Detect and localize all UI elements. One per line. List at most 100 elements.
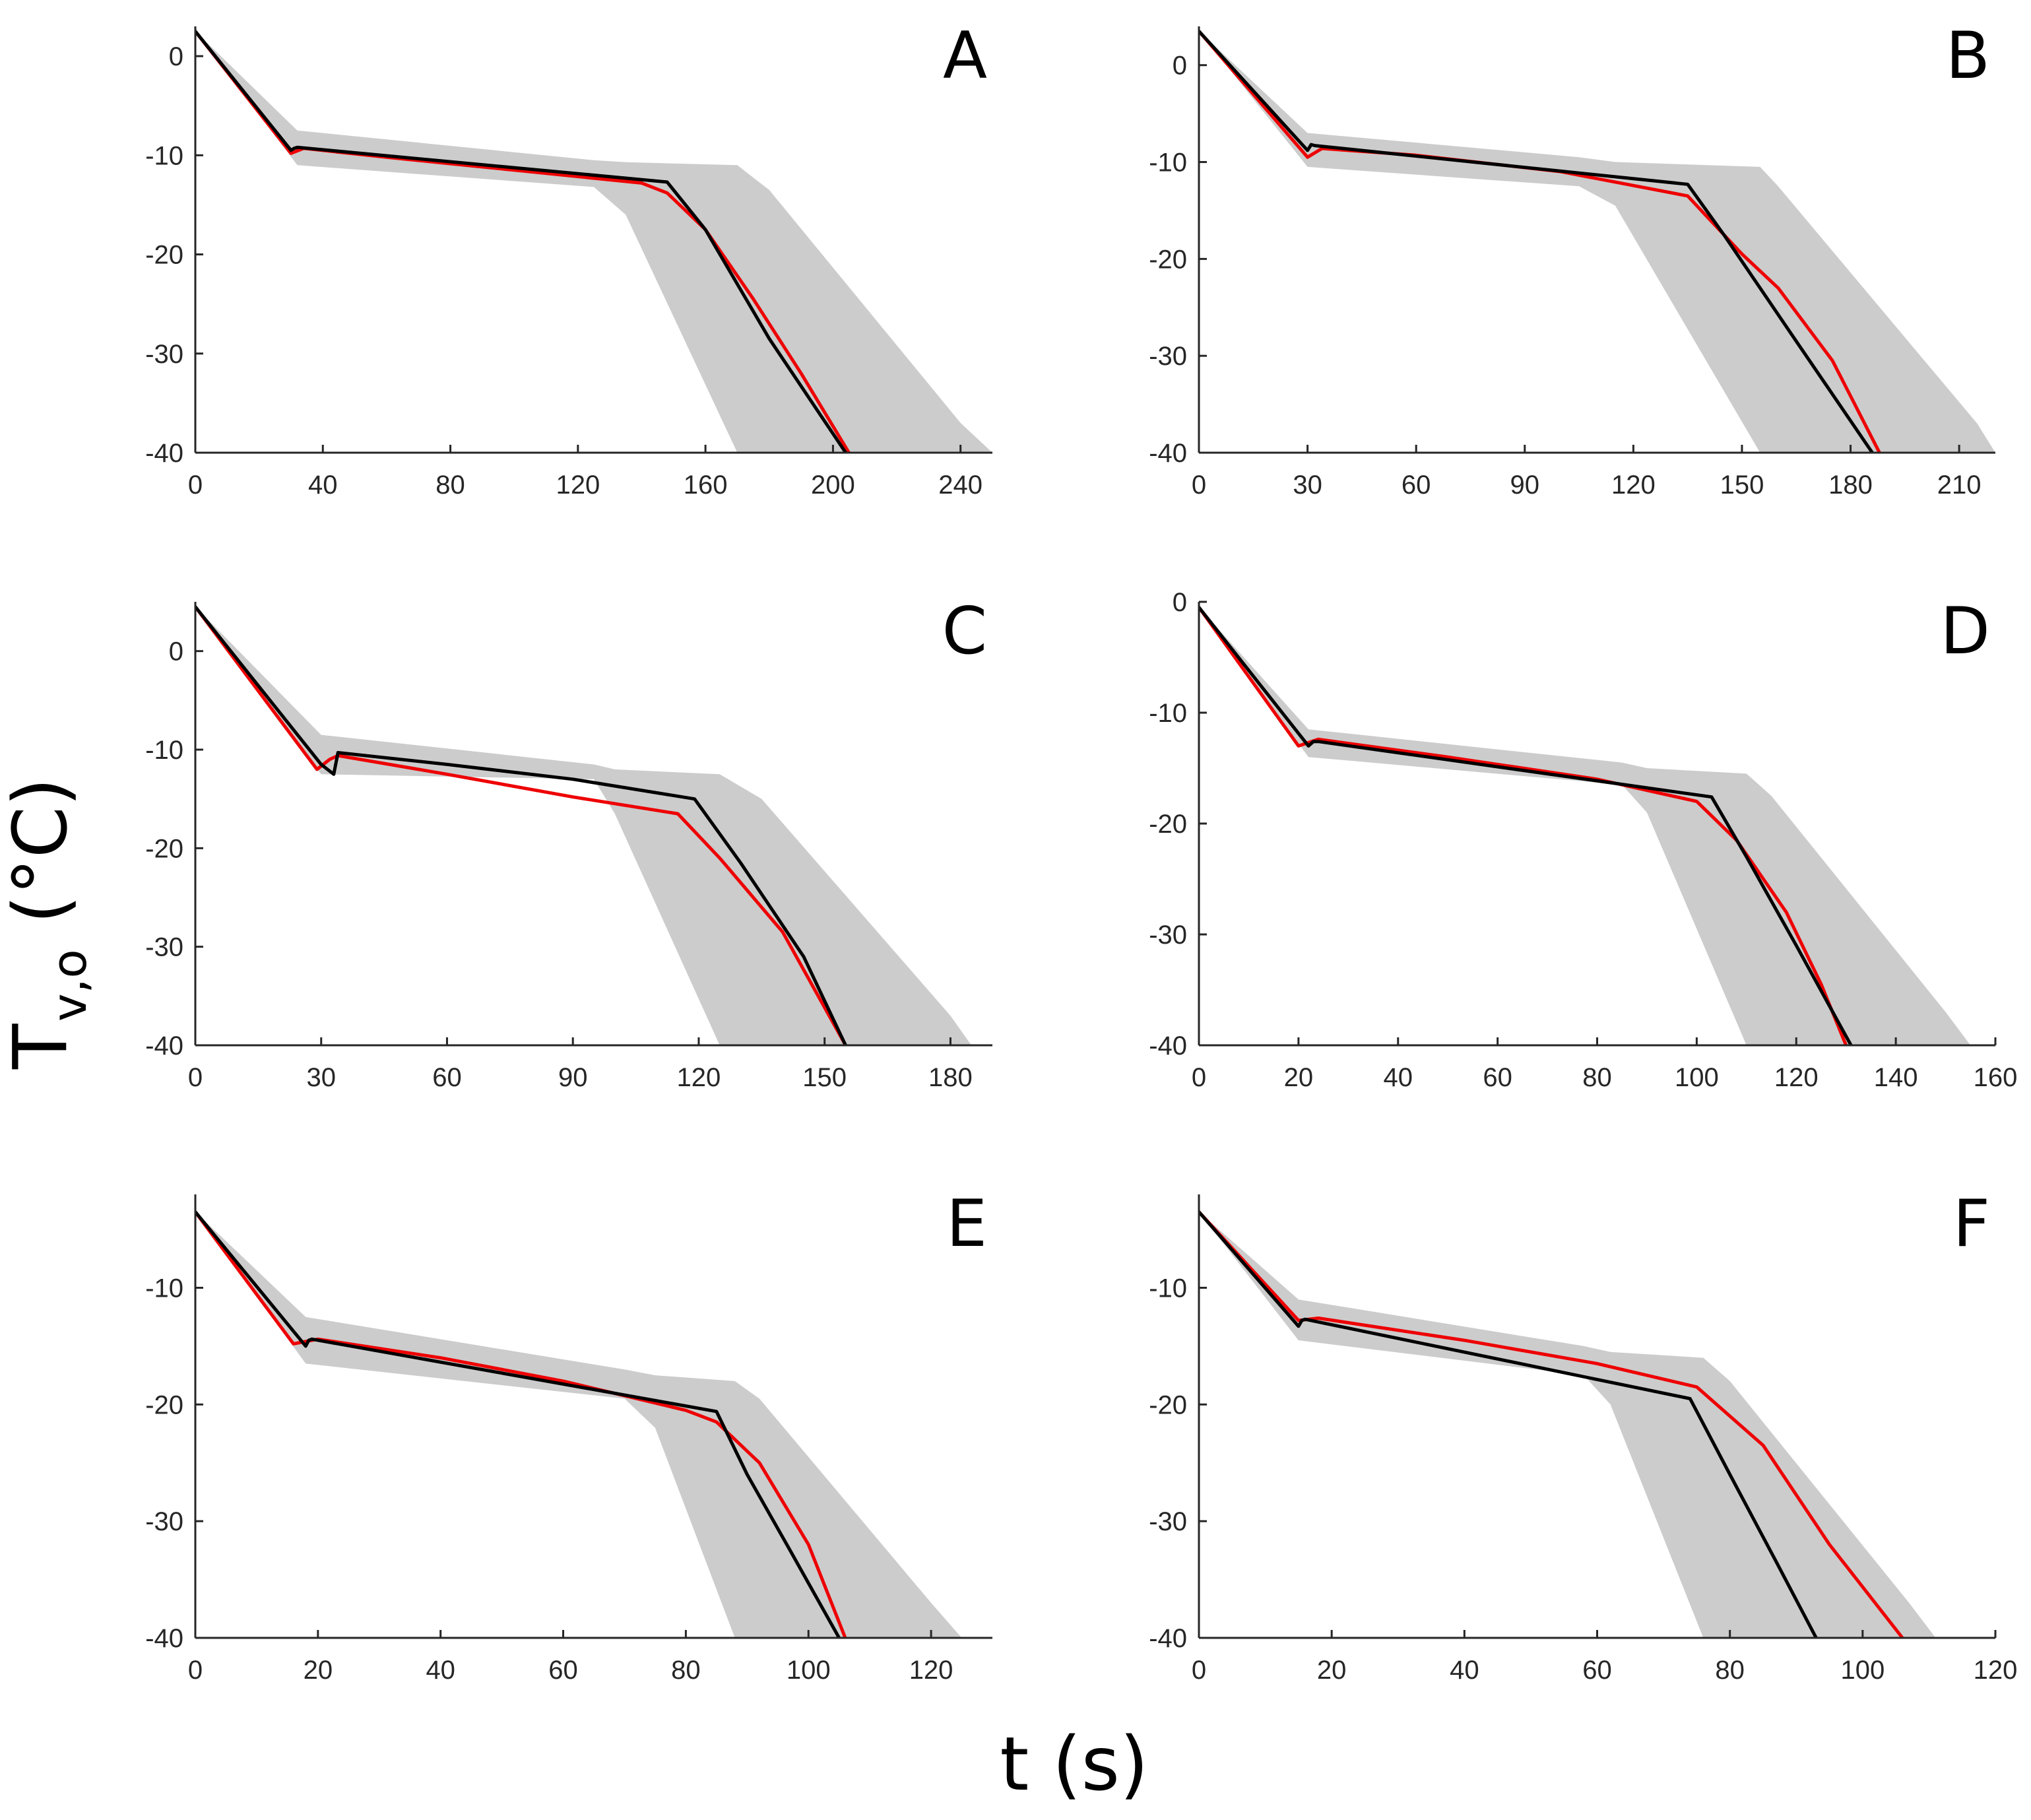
panel-f-x-tick-label: 60	[1582, 1656, 1612, 1685]
panel-d-x-tick-label: 40	[1384, 1063, 1413, 1092]
panel-b-letter: B	[1946, 18, 1990, 94]
panel-e-x-tick-label: 80	[671, 1656, 701, 1685]
panel-f-x-tick-label: 0	[1192, 1656, 1206, 1685]
panel-a-y-tick-label: -30	[145, 340, 183, 369]
panel-c-black-line	[195, 605, 847, 1045]
panel-b-x-tick-label: 60	[1402, 471, 1431, 500]
panel-f-black-line	[1199, 1210, 1818, 1638]
panel-e-letter: E	[946, 1186, 987, 1262]
panel-b-x-tick-label: 150	[1720, 471, 1764, 500]
panel-a-x-tick-label: 80	[435, 471, 465, 500]
panel-b-y-tick-label: -30	[1149, 342, 1187, 371]
panel-f-x-tick-label: 40	[1450, 1656, 1479, 1685]
panel-e-x-tick-label: 100	[787, 1656, 831, 1685]
panel-d-x-tick-label: 140	[1874, 1063, 1918, 1092]
panel-f-x-tick-label: 80	[1715, 1656, 1745, 1685]
panel-c-y-tick-label: -20	[145, 834, 183, 863]
y-axis-title-main: T	[0, 1024, 84, 1070]
panel-d-red-line	[1199, 605, 1848, 1045]
panel-b-x-tick-label: 120	[1611, 471, 1656, 500]
panel-d-x-tick-label: 0	[1192, 1063, 1206, 1092]
panel-e-x-tick-label: 40	[426, 1656, 455, 1685]
panel-c-y-tick-label: -10	[145, 736, 183, 765]
panel-d-plot-area	[1199, 605, 1971, 1045]
panel-a-x-tick-label: 0	[188, 471, 203, 500]
panel-b-y-tick-label: -40	[1149, 439, 1187, 468]
panel-a-y-tick-label: -20	[145, 241, 183, 270]
panel-b-plot-area	[1199, 29, 1995, 453]
panel-d-x-tick-label: 20	[1284, 1063, 1314, 1092]
panel-c-y-tick-label: -30	[145, 933, 183, 962]
panel-c-x-tick-label: 60	[432, 1063, 462, 1092]
panel-a-x-tick-label: 240	[938, 471, 983, 500]
panel-d-x-tick-label: 160	[1974, 1063, 2018, 1092]
panel-d-x-tick-label: 100	[1675, 1063, 1719, 1092]
panel-d-y-tick-label: -30	[1149, 921, 1187, 950]
panel-f: 0 20 40 60 80 100 120 -10 -20 -30 -40 F	[1149, 1186, 2017, 1685]
panel-a-x-tick-label: 200	[811, 471, 855, 500]
panel-e-black-line	[195, 1210, 841, 1638]
panel-a-y-tick-label: -40	[145, 439, 183, 468]
panel-c-y-tick-label: 0	[169, 637, 183, 666]
panel-b-black-line	[1199, 29, 1874, 453]
panel-d-y-tick-label: -10	[1149, 699, 1187, 728]
panel-f-letter: F	[1953, 1186, 1990, 1262]
panel-d-x-tick-label: 120	[1774, 1063, 1819, 1092]
panel-f-y-tick-label: -20	[1149, 1390, 1187, 1419]
panel-c-x-tick-label: 120	[677, 1063, 721, 1092]
panel-c-x-tick-label: 30	[306, 1063, 336, 1092]
panel-c: 0 30 60 90 120 150 180 0 -10 -20 -30 -40 C	[145, 594, 992, 1092]
panel-e-plot-area	[195, 1210, 962, 1638]
panel-e-x-tick-label: 120	[909, 1656, 953, 1685]
panel-b-red-line	[1199, 29, 1881, 453]
x-axis-title: t (s)	[1000, 1722, 1148, 1807]
panel-a-x-tick-label: 160	[684, 471, 728, 500]
panel-e-y-tick-label: -10	[145, 1274, 183, 1303]
panel-a-y-tick-label: -10	[145, 141, 183, 170]
panel-a-x-tick-label: 40	[308, 471, 338, 500]
panel-f-y-tick-label: -10	[1149, 1274, 1187, 1303]
panel-c-x-tick-label: 0	[188, 1063, 203, 1092]
panel-b-x-tick-label: 210	[1937, 471, 1982, 500]
panel-b: 0 30 60 90 120 150 180 210 0 -10 -20 -30 -40 B	[1149, 18, 1995, 500]
panel-b-uncertainty-band	[1199, 31, 1995, 453]
panel-a-plot-area	[195, 30, 992, 453]
panel-f-y-tick-label: -40	[1149, 1624, 1187, 1653]
panel-e: 0 20 40 60 80 100 120 -10 -20 -30 -40 E	[145, 1186, 992, 1685]
panel-e-x-tick-label: 20	[304, 1656, 333, 1685]
panel-d-x-tick-label: 80	[1582, 1063, 1612, 1092]
panel-e-x-tick-label: 60	[548, 1656, 578, 1685]
panel-e-uncertainty-band	[195, 1212, 962, 1638]
panel-a-y-tick-label: 0	[169, 42, 183, 71]
panel-f-x-tick-label: 120	[1974, 1656, 2018, 1685]
panel-d-x-tick-label: 60	[1483, 1063, 1512, 1092]
panel-d-y-tick-label: 0	[1173, 588, 1187, 617]
panel-b-y-tick-label: -20	[1149, 245, 1187, 274]
panel-c-y-tick-label: -40	[145, 1031, 183, 1060]
panel-e-x-tick-label: 0	[188, 1656, 203, 1685]
panel-b-x-tick-label: 180	[1828, 471, 1873, 500]
panel-b-y-tick-label: 0	[1173, 51, 1187, 81]
panel-c-uncertainty-band	[195, 606, 972, 1045]
panel-c-x-tick-label: 150	[802, 1063, 847, 1092]
y-axis-title: T v,o (°C)	[0, 777, 97, 1070]
panel-c-plot-area	[195, 605, 972, 1045]
panel-a: 0 40 80 120 160 200 240 0 -10 -20 -30 -40 A	[145, 18, 992, 500]
panel-d-y-tick-label: -40	[1149, 1031, 1187, 1060]
panel-a-letter: A	[943, 18, 987, 94]
panel-d-black-line	[1199, 605, 1853, 1045]
panel-d: 0 20 40 60 80 100 120 140 160 0 -10 -20 -30 -40 D	[1149, 588, 2017, 1092]
panel-b-x-tick-label: 30	[1293, 471, 1322, 500]
panel-e-y-tick-label: -30	[145, 1507, 183, 1536]
panel-d-y-tick-label: -20	[1149, 810, 1187, 839]
panel-f-y-tick-label: -30	[1149, 1507, 1187, 1536]
panel-d-letter: D	[1941, 594, 1990, 669]
y-axis-title-subscript: v,o	[42, 949, 97, 1022]
panel-e-y-tick-label: -40	[145, 1624, 183, 1653]
panel-a-red-line	[195, 30, 851, 453]
panel-a-uncertainty-band	[195, 31, 992, 453]
panel-f-uncertainty-band	[1199, 1212, 1936, 1638]
panel-c-x-tick-label: 90	[558, 1063, 588, 1092]
